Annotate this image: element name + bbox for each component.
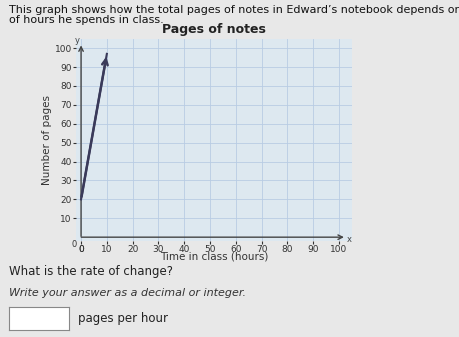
Text: What is the rate of change?: What is the rate of change? (9, 265, 173, 278)
Text: 0: 0 (72, 240, 77, 249)
Text: x: x (346, 235, 351, 244)
Title: Pages of notes: Pages of notes (162, 23, 265, 36)
Text: This graph shows how the total pages of notes in Edward’s notebook depends on th: This graph shows how the total pages of … (9, 5, 459, 15)
Text: pages per hour: pages per hour (78, 312, 168, 325)
Text: of hours he spends in class.: of hours he spends in class. (9, 15, 163, 25)
Text: Write your answer as a decimal or integer.: Write your answer as a decimal or intege… (9, 288, 246, 298)
Text: Time in class (hours): Time in class (hours) (159, 251, 268, 261)
Text: y: y (74, 36, 79, 45)
Y-axis label: Number of pages: Number of pages (42, 95, 51, 185)
Text: 0: 0 (78, 245, 84, 254)
